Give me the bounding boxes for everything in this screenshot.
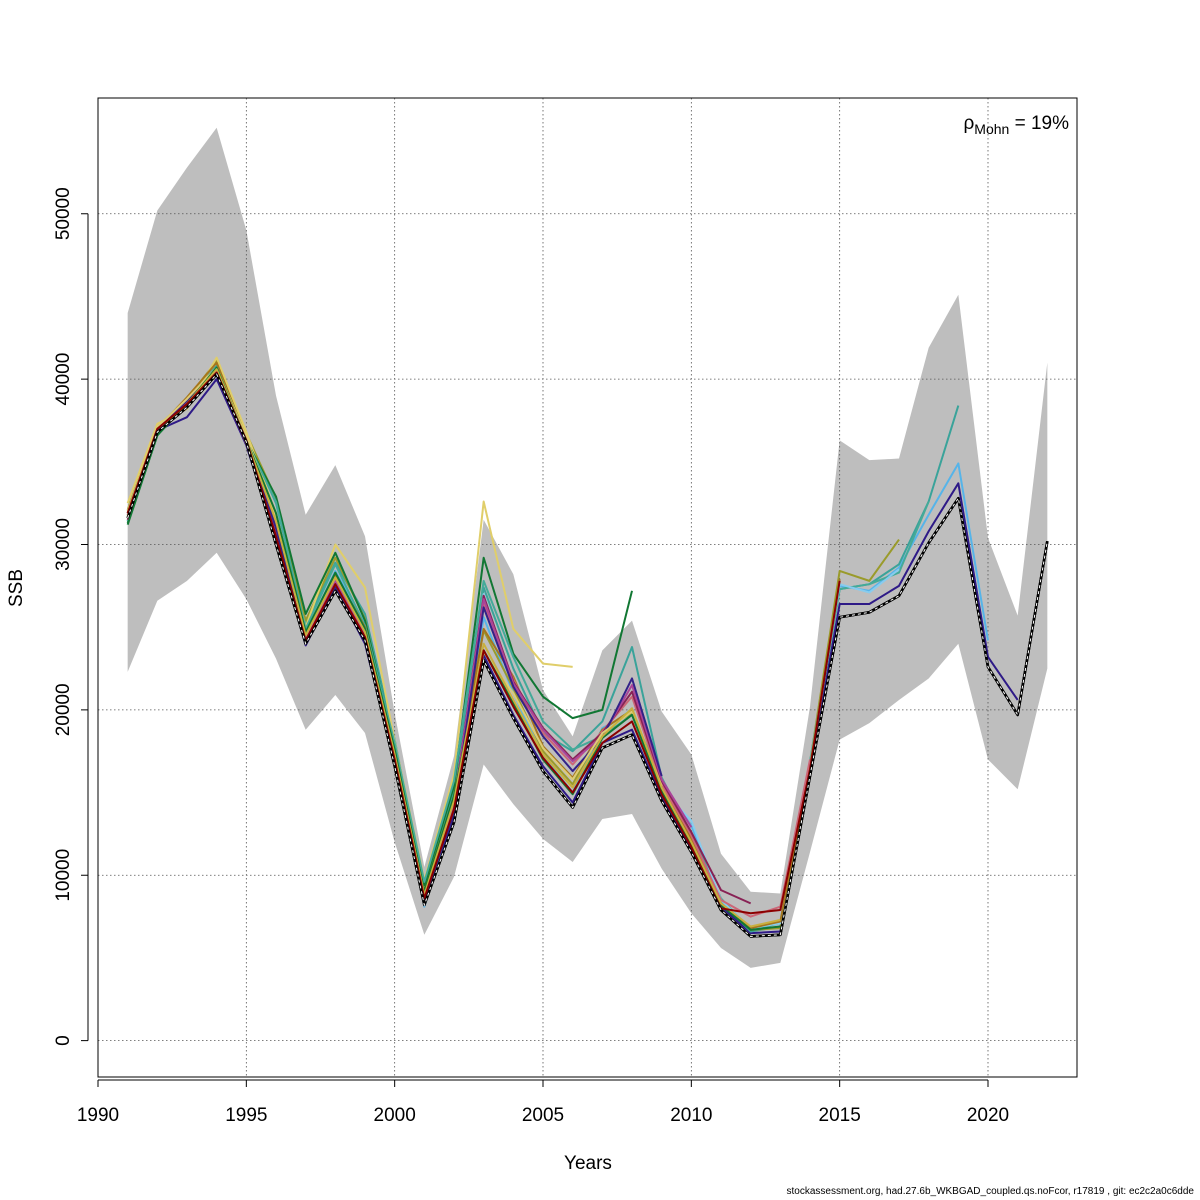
x-tick-label: 1990 xyxy=(77,1105,119,1126)
y-tick-label: 20000 xyxy=(53,683,74,736)
mohn-rho-symbol: ρ xyxy=(963,113,974,134)
reference-line-dash-overlay xyxy=(127,373,1048,937)
y-tick-label: 0 xyxy=(53,1035,74,1046)
y-tick-label: 40000 xyxy=(53,353,74,406)
y-tick-label: 50000 xyxy=(53,187,74,240)
y-tick-label: 30000 xyxy=(53,518,74,571)
x-tick-label: 2005 xyxy=(522,1105,564,1126)
x-tick-label: 1995 xyxy=(225,1105,267,1126)
x-axis-label: Years xyxy=(564,1153,612,1174)
footer-caption: stockassessment.org, had.27.6b_WKBGAD_co… xyxy=(786,1186,1194,1197)
axis-layer: 1990 1995 2000 2005 2010 2015 2020 0 10000 20000 3… xyxy=(53,187,1009,1126)
mohn-rho-subscript: Mohn xyxy=(974,121,1009,137)
x-tick-label: 2000 xyxy=(374,1105,416,1126)
series-layer xyxy=(126,356,1049,938)
plot-frame xyxy=(97,97,1078,1078)
confidence-band-layer xyxy=(127,127,1048,968)
y-tick-label: 10000 xyxy=(53,849,74,902)
x-tick-label: 2015 xyxy=(819,1105,861,1126)
x-tick-label: 2010 xyxy=(670,1105,712,1126)
mohn-rho-annotation: ρMohn = 19% xyxy=(963,113,1069,137)
confidence-band xyxy=(127,127,1048,968)
mohn-rho-value: = 19% xyxy=(1009,113,1069,134)
y-axis-label: SSB xyxy=(6,569,27,607)
x-tick-label: 2020 xyxy=(967,1105,1009,1126)
